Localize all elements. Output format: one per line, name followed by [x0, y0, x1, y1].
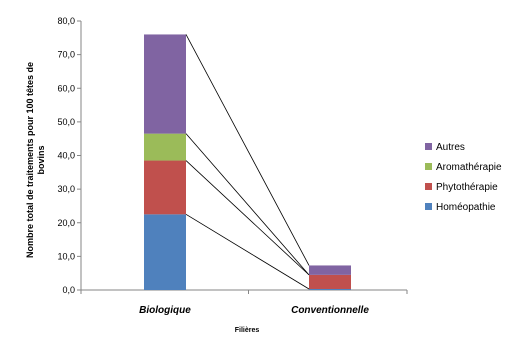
y-tick-label: 60,0 — [57, 83, 75, 93]
bar-segment — [309, 265, 351, 275]
y-tick-label: 80,0 — [57, 16, 75, 26]
bar-segment — [144, 133, 186, 161]
series-line — [185, 160, 310, 276]
y-axis-title-line2: bovins — [36, 145, 46, 174]
legend-label: Homéopathie — [436, 202, 496, 213]
x-axis-title: Filières — [235, 327, 260, 334]
bar-segment — [144, 214, 186, 290]
y-tick-label: 20,0 — [57, 218, 75, 228]
legend-swatch — [425, 203, 432, 210]
y-axis-title: Nombre total de traitements pour 100 têt… — [25, 62, 46, 258]
y-tick-label: 30,0 — [57, 184, 75, 194]
y-tick-label: 10,0 — [57, 251, 75, 261]
legend-swatch — [425, 143, 432, 150]
y-tick-label: 0,0 — [62, 285, 75, 295]
y-tick-label: 50,0 — [57, 117, 75, 127]
legend-label: Aromathérapie — [436, 162, 502, 173]
bar-segment — [144, 34, 186, 134]
series-line — [185, 34, 310, 266]
legend-label: Autres — [436, 142, 465, 153]
bar-segment — [144, 160, 186, 215]
legend-swatch — [425, 163, 432, 170]
x-category-label: Biologique — [139, 305, 191, 316]
series-line — [185, 214, 310, 290]
legend-label: Phytothérapie — [436, 182, 498, 193]
plot-area: 0,0 10,0 20,0 30,0 40,0 50,0 60,0 70,0 80,0 Biolo… — [57, 16, 408, 316]
x-category-label: Conventionnelle — [291, 305, 369, 316]
bar-segment — [309, 274, 351, 289]
series-line — [185, 133, 310, 276]
y-tick-label: 70,0 — [57, 50, 75, 60]
bar-segment — [309, 288, 351, 290]
legend-swatch — [425, 183, 432, 190]
y-axis-title-line1: Nombre total de traitements pour 100 têt… — [25, 62, 35, 258]
y-tick-label: 40,0 — [57, 151, 75, 161]
legend: Autres Aromathérapie Phytothérapie Homéopat… — [425, 142, 502, 213]
